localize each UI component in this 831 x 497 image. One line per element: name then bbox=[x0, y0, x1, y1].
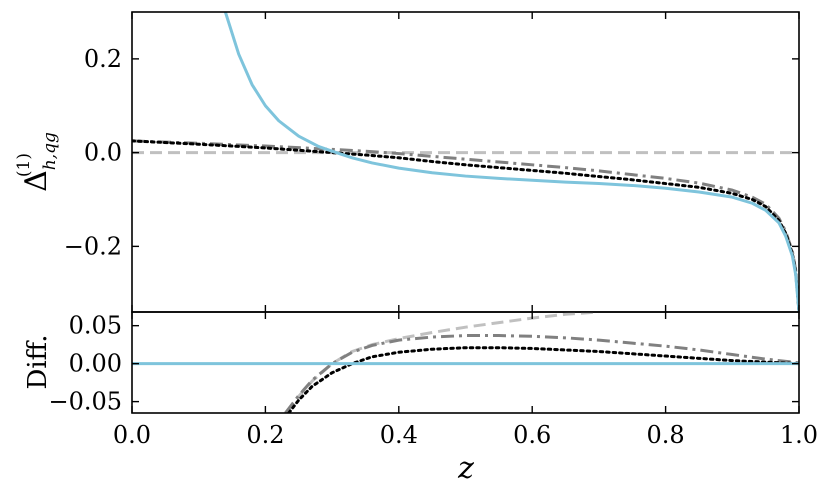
svg-text:Δh,qg(1): Δh,qg (1) bbox=[14, 132, 60, 192]
xtick-label: 0.0 bbox=[113, 421, 151, 449]
main-panel-series bbox=[132, 12, 799, 312]
main-panel: 0.2 0.0 −0.2 Δh,qg (1) bbox=[14, 11, 800, 313]
main-panel-xticks bbox=[131, 12, 800, 312]
ylabel-subscript: h,qg bbox=[40, 132, 60, 170]
xtick-label: 0.2 bbox=[246, 421, 284, 449]
ylabel-delta: Δ bbox=[19, 170, 54, 192]
ratio-ytick-label: 0.05 bbox=[69, 312, 122, 340]
ratio-panel-yticks: 0.05 0.00 −0.05 bbox=[48, 312, 799, 416]
ratio-panel-series bbox=[132, 312, 799, 413]
main-ytick-label: −0.2 bbox=[64, 232, 122, 260]
xtick-label: 0.6 bbox=[513, 421, 551, 449]
main-panel-ylabel: Δh,qg (1) bbox=[14, 132, 60, 192]
ylabel-superscript: (1) bbox=[14, 153, 34, 177]
ratio-ytick-label: 0.00 bbox=[69, 350, 122, 378]
ratio-series-dotted-line bbox=[287, 346, 799, 413]
main-ytick-label: 0.0 bbox=[84, 139, 122, 167]
main-panel-yticks: 0.2 0.0 −0.2 bbox=[64, 45, 799, 260]
ratio-ytick-label: −0.05 bbox=[48, 388, 122, 416]
main-series-dotted-line bbox=[132, 139, 799, 312]
ratio-series-dashdot-line bbox=[284, 334, 799, 413]
main-series-dashdot-line bbox=[132, 139, 799, 312]
xtick-label: 1.0 bbox=[780, 421, 818, 449]
ratio-panel: 0.05 0.00 −0.05 0.0 0.2 0.4 0.6 0.8 1.0 Diff. z bbox=[23, 311, 818, 486]
ratio-panel-frame bbox=[131, 311, 800, 414]
main-series-solid-line bbox=[223, 12, 799, 312]
xtick-label: 0.8 bbox=[647, 421, 685, 449]
x-axis-label: z bbox=[457, 451, 474, 486]
main-ytick-label: 0.2 bbox=[84, 45, 122, 73]
ratio-panel-ylabel: Diff. bbox=[23, 335, 53, 390]
ratio-panel-xticks: 0.0 0.2 0.4 0.6 0.8 1.0 bbox=[113, 312, 818, 449]
xtick-label: 0.4 bbox=[380, 421, 418, 449]
main-panel-frame bbox=[131, 11, 800, 313]
